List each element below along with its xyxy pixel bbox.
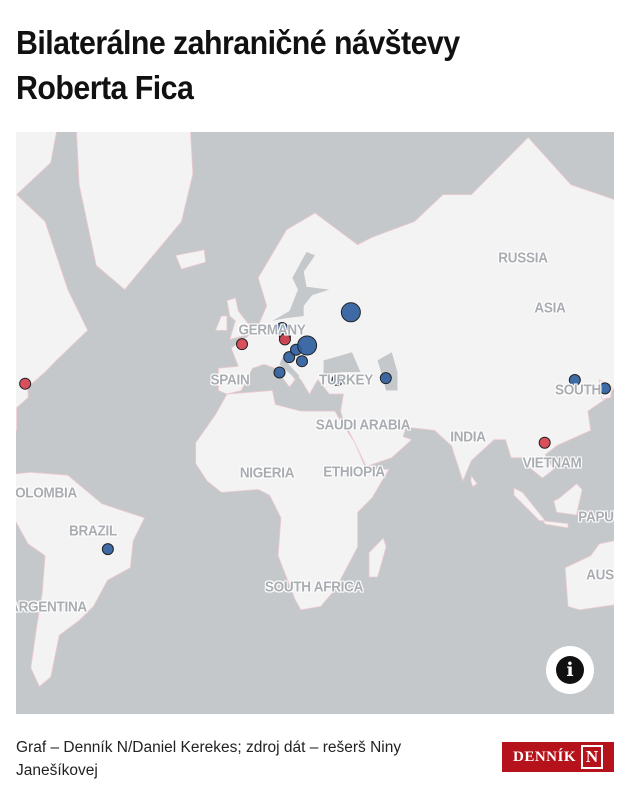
map-canvas[interactable]: [16, 132, 614, 714]
visit-marker-red[interactable]: [278, 333, 291, 346]
label-india: INDIA: [450, 428, 486, 446]
water-caspian: [377, 352, 398, 391]
visit-marker-blue[interactable]: [273, 366, 286, 379]
land-sri-lanka: [470, 474, 478, 488]
label-spain: SPAIN: [210, 371, 250, 389]
label-papua: PAPU: [578, 508, 614, 526]
land-layer: [16, 132, 614, 688]
visit-marker-red[interactable]: [19, 377, 32, 390]
inland-water-layer: [272, 251, 398, 391]
visit-marker-blue[interactable]: [101, 543, 114, 556]
info-button[interactable]: i: [546, 646, 594, 694]
info-icon: i: [556, 656, 584, 684]
label-saudi-arabia: SAUDI ARABIA: [315, 416, 411, 434]
label-colombia: OLOMBIA: [16, 484, 77, 502]
label-south-africa: SOUTH AFRICA: [264, 578, 364, 596]
land-madagascar: [368, 537, 387, 578]
land-north-america: [16, 132, 89, 431]
logo-wordmark: DENNÍK: [512, 748, 576, 765]
label-australia: AUS: [586, 566, 614, 584]
visit-marker-blue[interactable]: [295, 355, 308, 368]
label-turkey: TURKEY: [319, 371, 373, 389]
visit-marker-blue[interactable]: [331, 374, 344, 387]
visit-marker-blue[interactable]: [283, 351, 296, 364]
land-britain: [226, 297, 251, 340]
label-vietnam: VIETNAM: [522, 454, 582, 472]
land-sumatra: [513, 487, 547, 522]
visit-marker-blue[interactable]: [379, 372, 392, 385]
visit-marker-red[interactable]: [236, 338, 249, 351]
land-south-america: [16, 471, 146, 688]
visit-marker-blue[interactable]: [598, 382, 611, 395]
label-russia: RUSSIA: [498, 249, 548, 267]
land-iceland: [175, 249, 207, 270]
logo-n-mark: N: [581, 745, 603, 769]
water-mediterranean-adriatic: [279, 357, 300, 380]
source-credit: Graf – Denník N/Daniel Kerekes; zdroj dá…: [16, 739, 402, 779]
land-ireland: [214, 315, 228, 331]
visit-marker-red[interactable]: [538, 436, 551, 449]
land-africa: [195, 390, 390, 611]
label-ethiopia: ETHIOPIA: [323, 463, 385, 481]
land-australia: [564, 540, 614, 611]
land-borneo: [553, 483, 583, 516]
visit-markers: [19, 302, 611, 556]
land-greenland: [76, 132, 194, 291]
visit-marker-blue[interactable]: [297, 335, 318, 356]
label-nigeria: NIGERIA: [239, 464, 295, 482]
water-baltic: [272, 251, 330, 321]
water-black-sea: [323, 352, 361, 375]
visit-marker-blue[interactable]: [340, 302, 361, 323]
label-asia: ASIA: [534, 299, 566, 317]
dennik-n-logo[interactable]: DENNÍK N: [502, 742, 614, 772]
land-eurasia: [218, 136, 614, 483]
label-brazil: BRAZIL: [69, 522, 117, 540]
visit-marker-blue[interactable]: [568, 374, 581, 387]
label-argentina: ARGENTINA: [16, 598, 87, 616]
chart-title: Bilaterálne zahraničné návštevy Roberta …: [16, 24, 460, 106]
land-java: [541, 520, 569, 529]
label-germany: GERMANY: [238, 321, 306, 339]
label-south-korea: SOUTH: [555, 381, 601, 399]
world-map[interactable]: RUSSIA ASIA GERMANY SPAIN TURKEY SAUDI A…: [16, 132, 614, 714]
